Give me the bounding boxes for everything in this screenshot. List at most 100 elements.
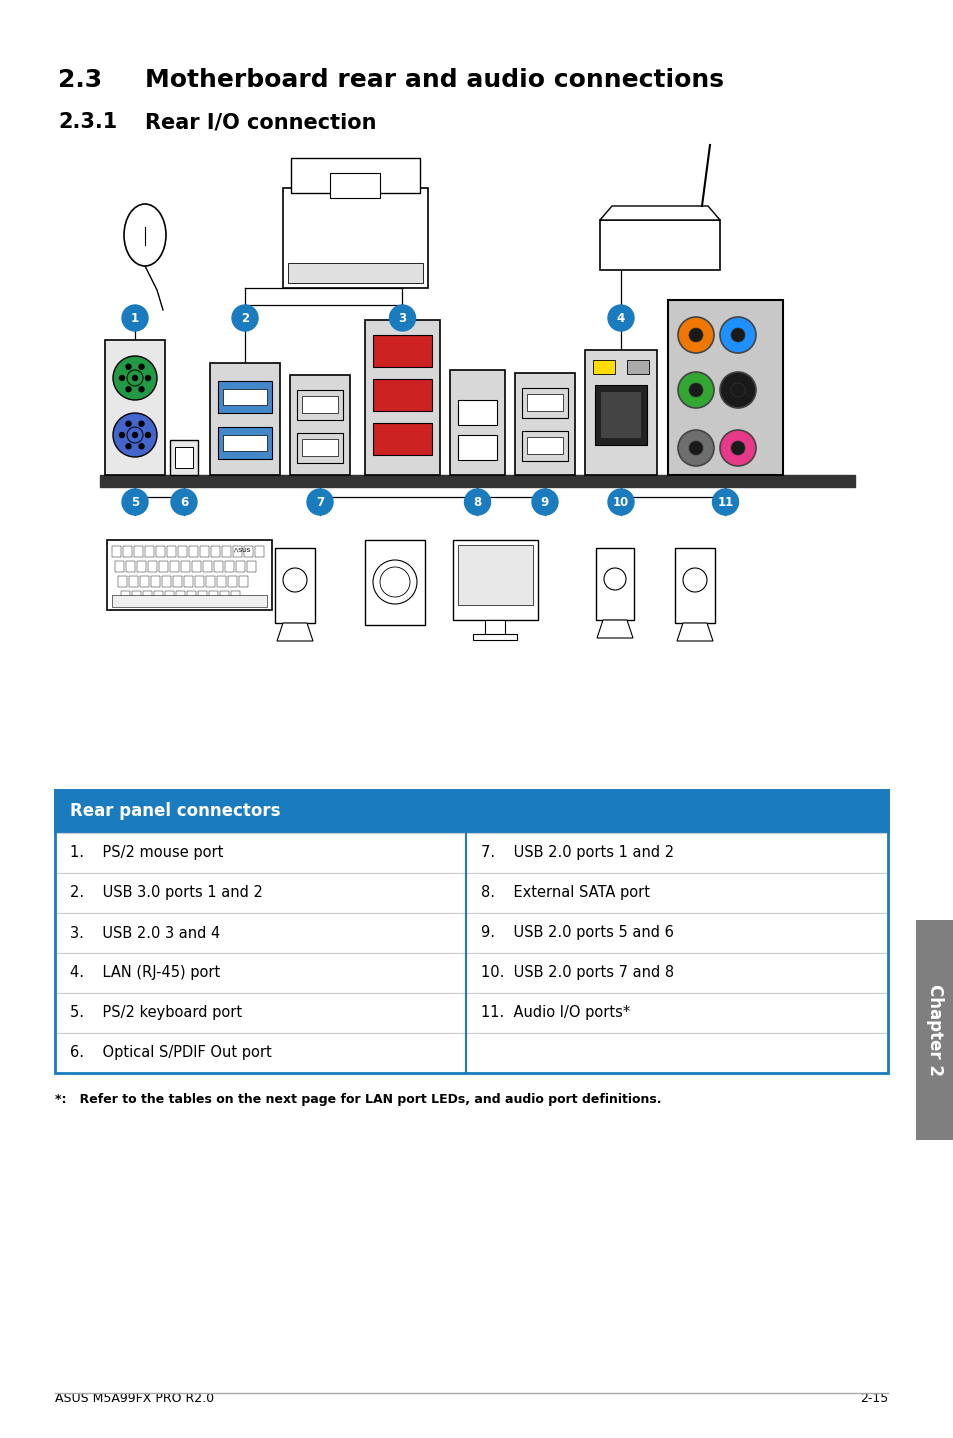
Circle shape — [127, 427, 143, 443]
Bar — [55, 1032, 887, 1073]
Text: 1.    PS/2 mouse port: 1. PS/2 mouse port — [70, 846, 223, 860]
Circle shape — [283, 568, 307, 592]
Bar — [140, 577, 149, 587]
Text: 8.    External SATA port: 8. External SATA port — [480, 886, 649, 900]
Bar — [626, 360, 648, 374]
Circle shape — [688, 441, 702, 454]
Bar — [206, 577, 214, 587]
Text: 8: 8 — [473, 496, 481, 509]
Circle shape — [126, 421, 131, 426]
Bar — [274, 548, 314, 623]
Bar — [296, 390, 343, 420]
Circle shape — [171, 489, 196, 515]
Bar — [515, 372, 575, 475]
Bar — [457, 436, 497, 460]
Bar — [189, 546, 198, 557]
Bar — [143, 591, 152, 603]
Bar — [118, 577, 127, 587]
Bar — [105, 339, 165, 475]
Circle shape — [678, 372, 713, 408]
Bar — [599, 220, 720, 270]
Bar — [218, 427, 272, 459]
Bar — [148, 561, 157, 572]
Bar — [162, 577, 171, 587]
Text: 5.    PS/2 keyboard port: 5. PS/2 keyboard port — [70, 1005, 242, 1021]
Bar — [209, 591, 218, 603]
Text: 4.    LAN (RJ-45) port: 4. LAN (RJ-45) port — [70, 965, 220, 981]
Circle shape — [139, 364, 144, 370]
Bar — [377, 342, 427, 360]
Text: 11: 11 — [717, 496, 733, 509]
Circle shape — [307, 489, 333, 515]
Bar — [170, 440, 198, 475]
Bar — [194, 577, 204, 587]
Circle shape — [464, 489, 490, 515]
Polygon shape — [597, 620, 633, 638]
Circle shape — [139, 387, 144, 391]
Bar — [167, 546, 175, 557]
Text: 7: 7 — [315, 496, 324, 509]
Bar — [55, 994, 887, 1032]
Circle shape — [146, 433, 151, 437]
Bar — [55, 873, 887, 913]
Bar — [115, 561, 124, 572]
Bar — [137, 561, 146, 572]
Bar — [203, 561, 212, 572]
Circle shape — [720, 372, 755, 408]
Bar — [165, 591, 173, 603]
Bar — [290, 375, 350, 475]
Bar — [231, 591, 240, 603]
Bar — [55, 953, 887, 994]
Bar — [223, 390, 267, 406]
Bar — [112, 595, 267, 607]
Text: 2.    USB 3.0 ports 1 and 2: 2. USB 3.0 ports 1 and 2 — [70, 886, 263, 900]
Bar — [254, 546, 264, 557]
Bar — [526, 437, 562, 454]
Bar — [526, 394, 562, 411]
Circle shape — [607, 489, 634, 515]
Text: /\SUS: /\SUS — [233, 548, 250, 554]
Circle shape — [126, 387, 131, 391]
Circle shape — [379, 567, 410, 597]
Ellipse shape — [124, 204, 166, 266]
Circle shape — [126, 444, 131, 449]
Bar — [145, 546, 153, 557]
Bar — [121, 591, 130, 603]
Bar — [213, 561, 223, 572]
Text: 11.  Audio I/O ports*: 11. Audio I/O ports* — [480, 1005, 629, 1021]
Bar — [178, 546, 187, 557]
Bar — [521, 388, 567, 418]
Circle shape — [730, 328, 744, 342]
Bar — [457, 400, 497, 426]
Bar — [200, 546, 209, 557]
Text: 6.    Optical S/PDIF Out port: 6. Optical S/PDIF Out port — [70, 1045, 272, 1060]
Bar — [55, 789, 887, 1073]
Bar — [247, 561, 255, 572]
Bar — [55, 913, 887, 953]
Bar — [373, 423, 432, 454]
Bar — [175, 591, 185, 603]
Bar — [330, 173, 379, 198]
Bar — [151, 577, 160, 587]
Bar — [211, 546, 220, 557]
Text: 1: 1 — [131, 312, 139, 325]
Bar — [453, 541, 537, 620]
Bar — [184, 577, 193, 587]
Bar — [373, 380, 432, 411]
Circle shape — [682, 568, 706, 592]
Circle shape — [730, 441, 744, 454]
Bar — [596, 548, 634, 620]
Text: 9: 9 — [540, 496, 549, 509]
Bar — [521, 431, 567, 462]
Circle shape — [119, 433, 125, 437]
Bar — [915, 920, 953, 1140]
Bar — [220, 591, 229, 603]
Bar — [156, 546, 165, 557]
Bar — [233, 546, 242, 557]
Bar — [667, 301, 782, 475]
Text: 4: 4 — [617, 312, 624, 325]
Bar — [675, 548, 714, 623]
Bar — [377, 430, 427, 449]
Bar — [600, 393, 640, 439]
Circle shape — [678, 316, 713, 352]
